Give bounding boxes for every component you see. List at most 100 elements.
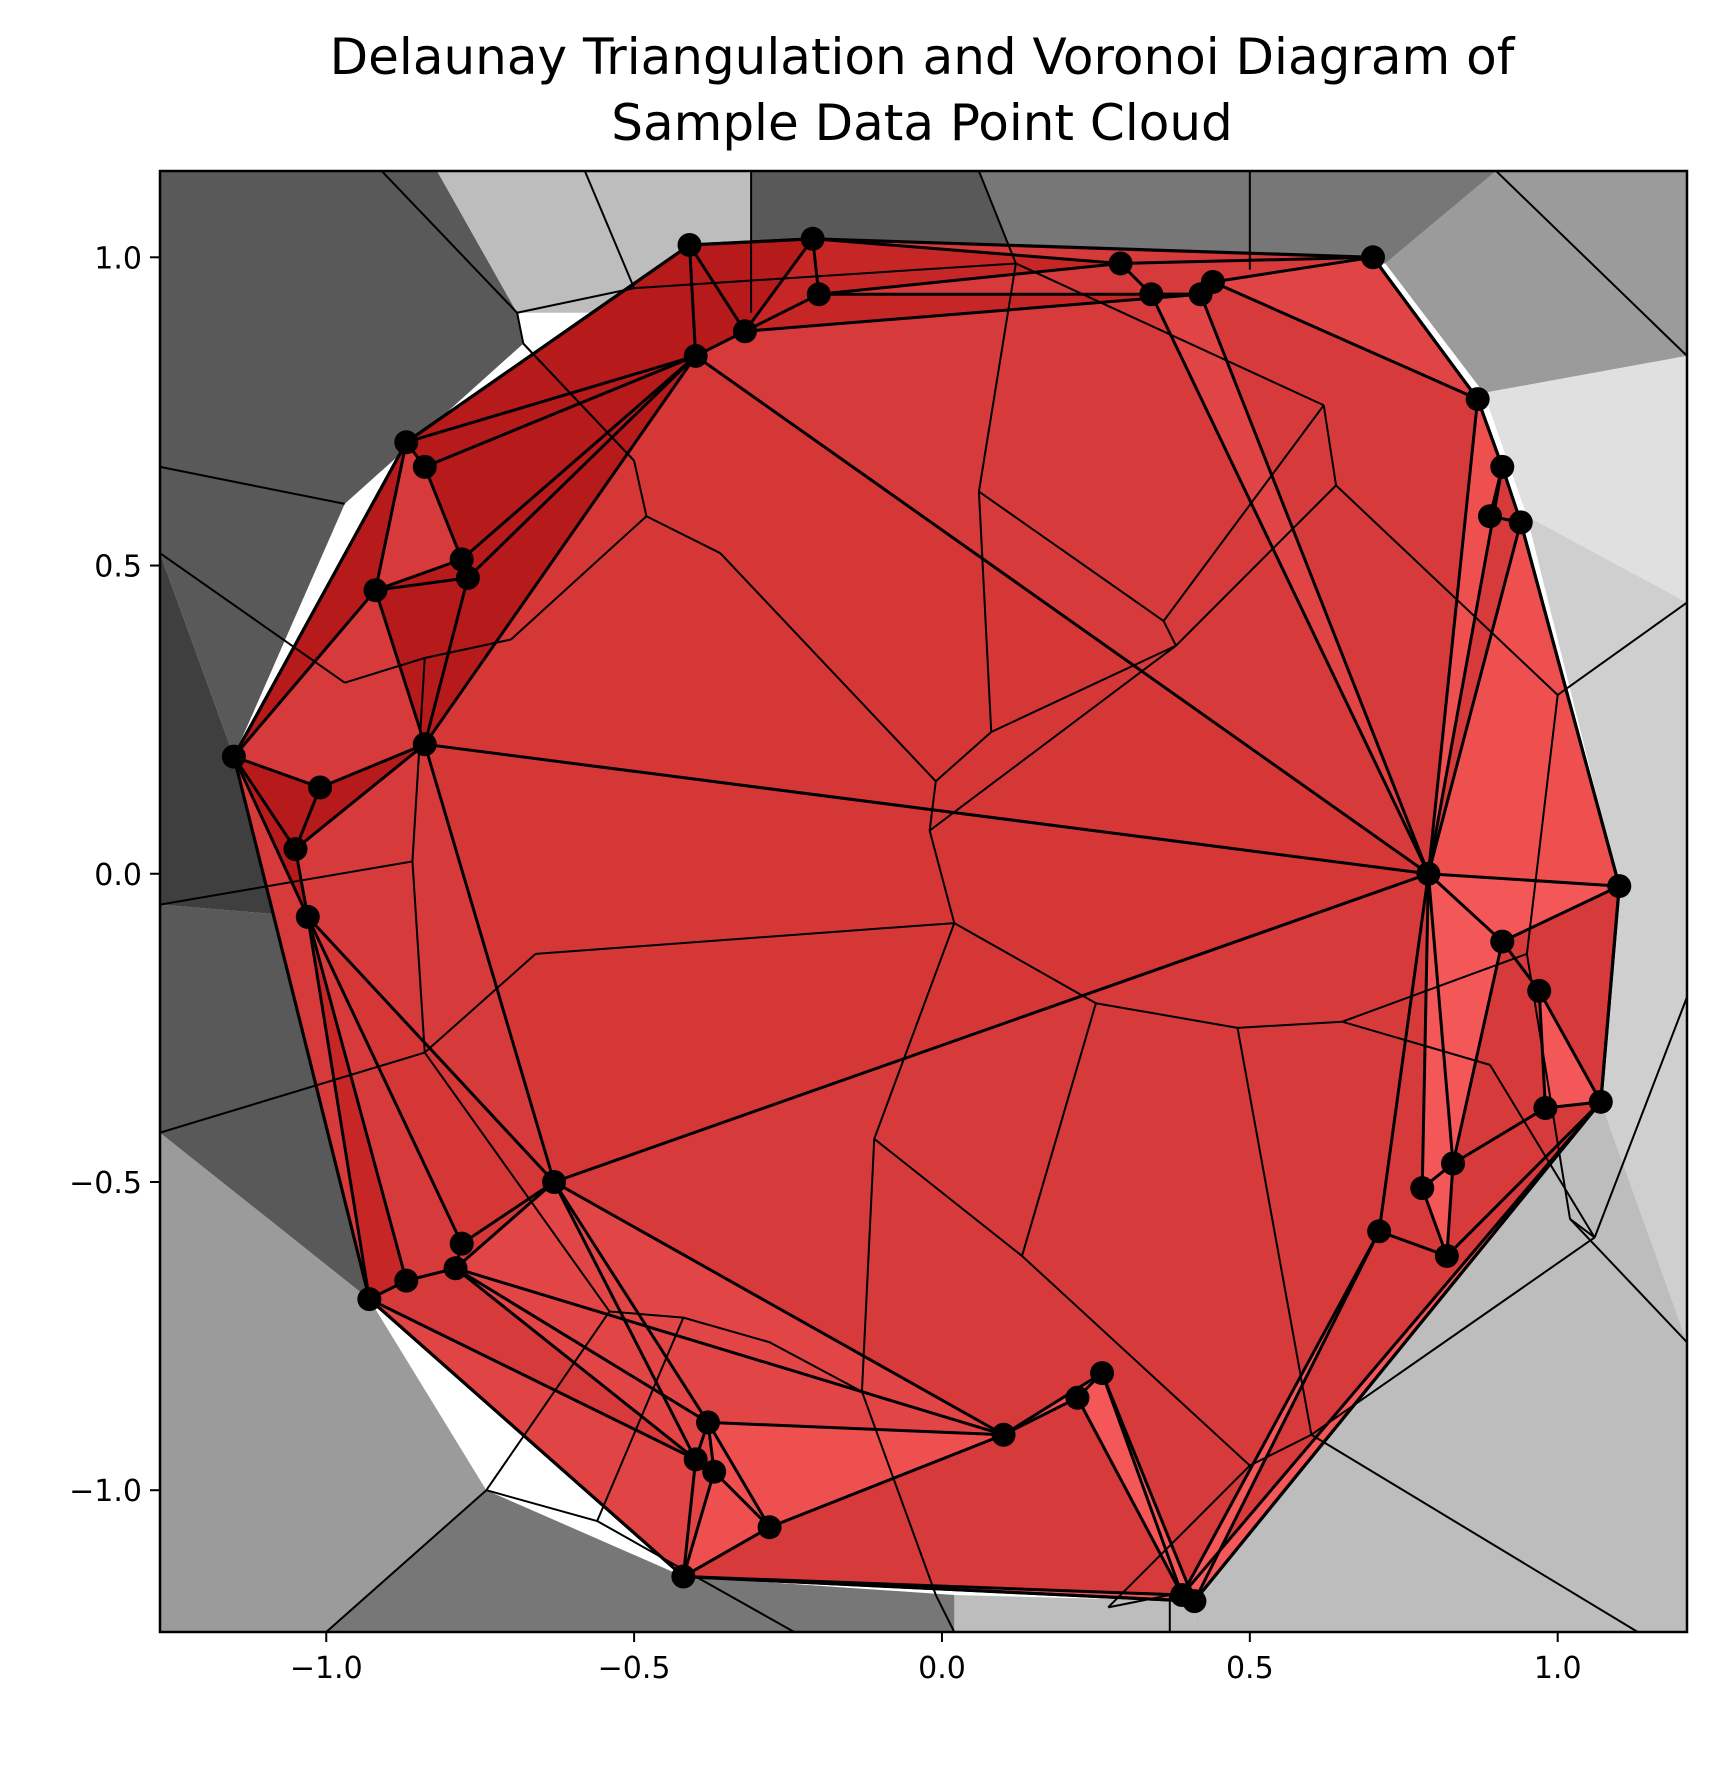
data-point: [1410, 1176, 1435, 1201]
delaunay-edge: [812, 237, 1121, 265]
delaunay-edge: [1427, 872, 1504, 943]
delaunay-edge: [423, 466, 464, 560]
y-tick-label: −1.0: [69, 1474, 142, 1509]
delaunay-edge: [1420, 1187, 1449, 1257]
data-point: [806, 282, 831, 307]
data-point: [542, 1169, 567, 1194]
voronoi-ridge: [977, 171, 1017, 264]
x-tick-label: 0.0: [918, 1651, 966, 1686]
voronoi-edge: [1162, 620, 1177, 647]
voronoi-edge: [634, 262, 1016, 290]
voronoi-ridge: [325, 1489, 487, 1632]
delaunay-edge: [466, 354, 697, 579]
voronoi-ridge: [1557, 601, 1687, 696]
delaunay-triangle: [424, 355, 696, 560]
voronoi-edge: [1322, 405, 1338, 486]
voronoi-edge: [860, 1391, 937, 1596]
data-point: [449, 547, 474, 572]
delaunay-triangle: [708, 1422, 1004, 1528]
delaunay-edge: [553, 872, 1429, 1184]
voronoi-edge: [953, 922, 1097, 1005]
delaunay-triangle: [375, 577, 468, 745]
data-point: [394, 430, 419, 455]
voronoi-edge: [1107, 1464, 1251, 1609]
voronoi-edges: [344, 262, 1596, 1609]
x-tick-label: −1.0: [290, 1651, 363, 1686]
voronoi-edge: [1162, 404, 1325, 622]
delaunay-edge: [1537, 990, 1547, 1109]
delaunay-edge: [1180, 1100, 1602, 1596]
delaunay-edge: [818, 261, 1121, 296]
voronoi-ridge: [1569, 1218, 1687, 1343]
data-point: [308, 775, 333, 800]
delaunay-edge: [688, 244, 698, 357]
outside-region: [160, 1132, 487, 1632]
voronoi-ridge: [1593, 996, 1687, 1238]
data-point: [1367, 1219, 1392, 1244]
delaunay-triangle: [1422, 873, 1453, 1189]
delaunay-edge: [1100, 1372, 1196, 1602]
data-point: [412, 454, 437, 479]
data-point: [449, 1231, 474, 1256]
hull-edge: [405, 243, 691, 444]
delaunay-edge: [424, 354, 697, 469]
delaunay-edge: [552, 1181, 710, 1424]
data-point: [991, 1422, 1016, 1447]
voronoi-edge: [1237, 1020, 1343, 1029]
delaunay-triangle: [689, 245, 745, 356]
hull-edge: [1519, 521, 1621, 887]
voronoi-ridge: [160, 465, 345, 505]
voronoi-edge: [683, 1316, 770, 1344]
hull-edge: [1599, 885, 1621, 1102]
data-point: [357, 1287, 382, 1312]
voronoi-edge: [1095, 1002, 1238, 1029]
delaunay-edge: [1451, 941, 1504, 1164]
delaunay-edge: [233, 755, 321, 789]
data-point: [455, 565, 480, 590]
data-point: [1508, 510, 1533, 535]
delaunay-edge: [1378, 1229, 1448, 1258]
voronoi-edge: [929, 644, 1177, 832]
data-point: [800, 226, 825, 251]
voronoi-edge: [1249, 1433, 1312, 1467]
data-point: [1490, 929, 1515, 954]
delaunay-edge: [1426, 873, 1455, 1164]
delaunay-edge: [306, 916, 464, 1245]
plot-frame: [158, 169, 1689, 1634]
data-point: [732, 319, 757, 344]
delaunay-edge: [374, 589, 427, 745]
data-point: [1490, 454, 1515, 479]
delaunay-edge: [1149, 293, 1430, 875]
voronoi-edge: [873, 1138, 1023, 1257]
outside-region: [1526, 516, 1687, 998]
data-point: [283, 837, 308, 862]
data-point: [702, 1459, 727, 1484]
delaunay-triangle: [233, 756, 321, 850]
delaunay-edge: [375, 576, 469, 592]
delaunay-triangle: [1212, 257, 1478, 400]
voronoi-edge: [977, 491, 993, 733]
delaunay-edge: [743, 237, 814, 333]
hull-edge: [368, 1297, 685, 1578]
x-tick-label: 1.0: [1534, 1651, 1582, 1686]
data-point: [363, 578, 388, 603]
data-point: [412, 732, 437, 757]
voronoi-edge: [928, 781, 937, 831]
data-point: [1090, 1361, 1115, 1386]
voronoi-edge: [1335, 484, 1559, 696]
delaunay-edge: [405, 354, 697, 444]
outside-region: [1385, 171, 1687, 393]
voronoi-edge: [977, 263, 1017, 492]
outside-region: [978, 171, 1497, 264]
outside-region: [160, 466, 345, 757]
delaunay-edge: [1193, 1230, 1381, 1602]
delaunay-edge: [744, 292, 820, 333]
delaunay-edge: [1377, 873, 1430, 1232]
data-point: [1139, 282, 1164, 307]
delaunay-edge: [306, 916, 408, 1282]
data-point: [1588, 1089, 1613, 1114]
delaunay-edge: [1100, 1372, 1184, 1596]
delaunay-triangle: [307, 916, 555, 1244]
data-point: [1527, 978, 1552, 1003]
